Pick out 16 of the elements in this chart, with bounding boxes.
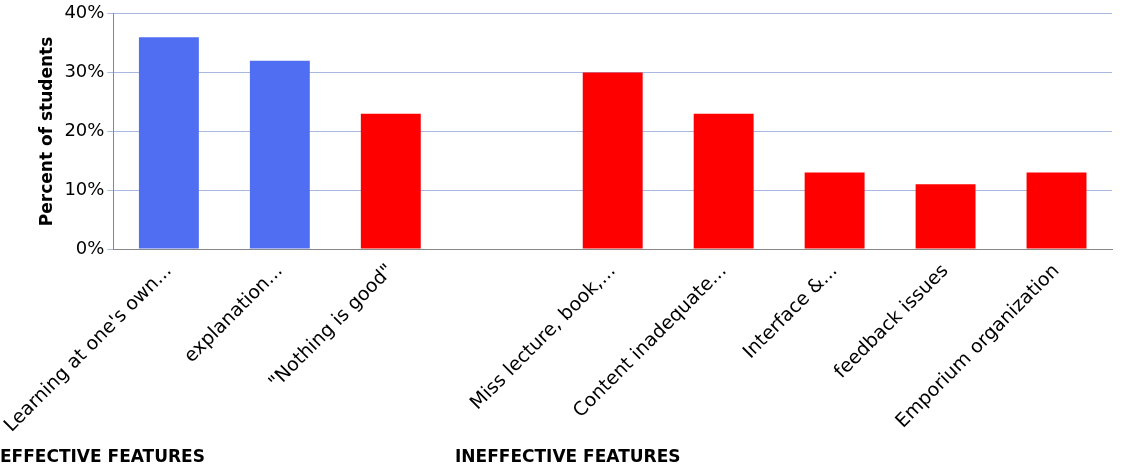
- bar: [138, 37, 199, 249]
- y-tick-label: 0%: [75, 236, 105, 258]
- bar: [915, 184, 976, 249]
- bar: [693, 113, 754, 249]
- bar: [360, 113, 421, 249]
- bar: [804, 172, 865, 249]
- bar: [1026, 172, 1087, 249]
- text: INEFFECTIVE FEATURES: [455, 446, 681, 466]
- bar: [249, 60, 310, 249]
- y-tick-label: 20%: [64, 119, 105, 141]
- y-tick-label: 10%: [64, 177, 105, 199]
- y-tick-label: 30%: [64, 60, 105, 82]
- bar: [582, 72, 643, 249]
- y-axis-title: Percent of students: [35, 36, 56, 227]
- y-tick-label: 40%: [64, 1, 105, 23]
- text: EFFECTIVE FEATURES: [0, 446, 205, 466]
